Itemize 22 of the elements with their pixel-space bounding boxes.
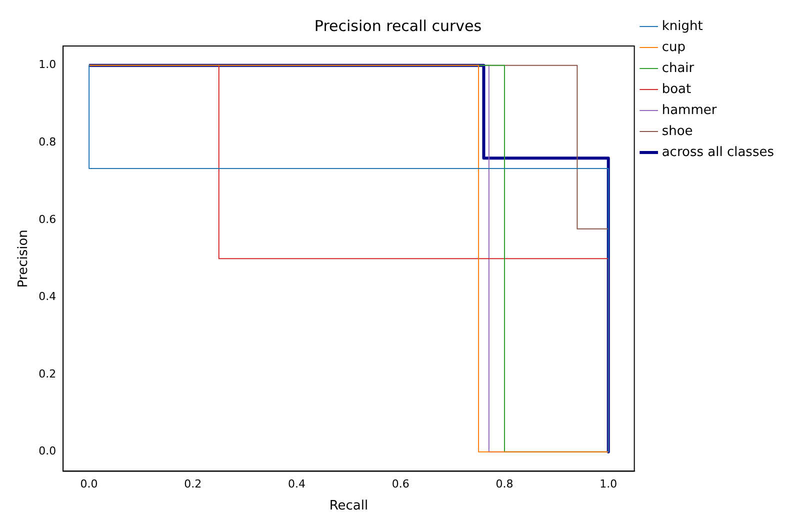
x-tick-label: 0.4 <box>288 478 306 491</box>
y-tick-label: 0.0 <box>38 444 56 458</box>
x-tick-label: 0.8 <box>496 478 514 491</box>
x-tick-label: 0.0 <box>80 478 98 491</box>
x-tick-label: 1.0 <box>600 478 618 491</box>
x-tick-label: 0.6 <box>392 478 410 491</box>
x-axis-title: Recall <box>329 498 368 514</box>
legend-label: knight <box>662 18 703 34</box>
legend-label: chair <box>662 60 695 76</box>
x-tick-label: 0.2 <box>184 478 202 491</box>
y-tick-label: 0.2 <box>38 367 56 380</box>
legend-label: hammer <box>662 102 718 118</box>
y-tick-label: 0.4 <box>38 290 56 304</box>
y-axis-title: Precision <box>16 230 32 288</box>
legend-label: across all classes <box>662 144 774 160</box>
y-tick-label: 0.8 <box>38 135 56 148</box>
y-tick-label: 1.0 <box>38 58 56 72</box>
y-tick-label: 0.6 <box>38 212 56 226</box>
legend-label: cup <box>662 40 686 55</box>
legend-label: shoe <box>662 124 693 139</box>
legend-label: boat <box>662 82 692 97</box>
chart-title: Precision recall curves <box>314 16 482 35</box>
